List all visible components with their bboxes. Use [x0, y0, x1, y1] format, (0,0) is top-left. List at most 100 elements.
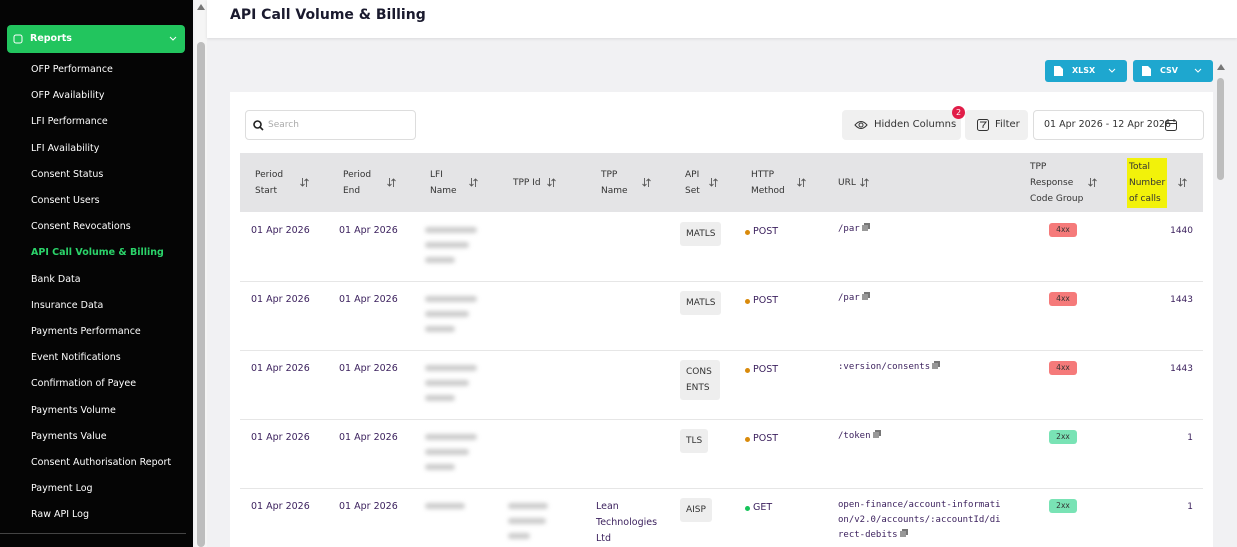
- section-label: Reports: [30, 33, 72, 44]
- export-button[interactable]: CSV: [1133, 60, 1213, 82]
- column-header[interactable]: TPP Id: [513, 153, 573, 212]
- sort-icon[interactable]: [387, 178, 396, 187]
- api-set: AISP: [680, 498, 712, 522]
- response-code: 2xx: [1049, 499, 1077, 513]
- chevron: [169, 36, 177, 41]
- url-text: :version/consents: [838, 362, 931, 372]
- cell: Lean Technologies Ltd: [596, 501, 658, 544]
- row-divider: [240, 419, 1203, 420]
- menu-item[interactable]: Payment Log: [31, 483, 93, 495]
- sort-icon[interactable]: [469, 178, 478, 187]
- url-text: /par: [838, 224, 860, 234]
- scroll-up[interactable]: [197, 4, 205, 10]
- sort-icon[interactable]: [642, 178, 651, 187]
- scroll-thumb[interactable]: [1217, 78, 1224, 180]
- menu-item[interactable]: Payments Value: [31, 430, 107, 442]
- cell: 01 Apr 2026: [251, 225, 310, 236]
- date-range-picker[interactable]: 01 Apr 2026 - 12 Apr 2026: [1033, 110, 1204, 140]
- menu-item[interactable]: Raw API Log: [31, 509, 90, 521]
- scrollbar[interactable]: [195, 0, 207, 547]
- menu-item[interactable]: OFP Performance: [31, 64, 113, 75]
- column-header[interactable]: LFI Name: [430, 153, 470, 212]
- sort-icon[interactable]: [547, 178, 556, 187]
- chevron: [1108, 68, 1116, 73]
- scrollbar[interactable]: [1216, 60, 1226, 547]
- redacted: [425, 365, 477, 371]
- eye-icon: [854, 121, 868, 129]
- row-divider: [240, 281, 1203, 282]
- menu-item[interactable]: LFI Availability: [31, 142, 100, 154]
- filter-icon: [977, 119, 989, 131]
- redacted: [425, 395, 455, 401]
- menu-item[interactable]: API Call Volume & Billing: [31, 247, 164, 259]
- method-dot: [745, 229, 750, 235]
- column-label: Total Number of calls: [1127, 157, 1168, 208]
- url: /token: [838, 429, 1018, 444]
- search-box[interactable]: Search: [245, 110, 416, 140]
- search-placeholder: Search: [268, 120, 299, 130]
- copy-icon[interactable]: [899, 529, 908, 537]
- http-method: POST: [745, 293, 778, 309]
- menu-item[interactable]: Event Notifications: [31, 352, 121, 364]
- menu-item[interactable]: Confirmation of Payee: [31, 378, 137, 390]
- redacted: [508, 533, 530, 539]
- menu-item[interactable]: Consent Authorisation Report: [31, 457, 172, 468]
- api-set: TLS: [680, 429, 709, 453]
- menu-item[interactable]: Insurance Data: [31, 299, 104, 311]
- reports-section[interactable]: Reports: [7, 25, 185, 53]
- method-dot: [745, 367, 750, 373]
- method-label: GET: [753, 502, 773, 513]
- redacted: [425, 449, 469, 455]
- sort-icon[interactable]: [709, 178, 718, 187]
- column-header[interactable]: Period Start: [255, 153, 297, 212]
- menu-item[interactable]: Consent Status: [31, 168, 104, 180]
- cell: 01 Apr 2026: [339, 294, 398, 305]
- url-text: /token: [838, 431, 871, 441]
- column-header[interactable]: TPP Name: [601, 153, 641, 212]
- filter-button[interactable]: Filter: [965, 110, 1028, 140]
- menu-item[interactable]: OFP Availability: [31, 90, 105, 102]
- cell: 01 Apr 2026: [339, 225, 398, 236]
- row-divider: [240, 350, 1203, 351]
- redacted: [425, 380, 469, 386]
- copy-icon[interactable]: [872, 430, 881, 438]
- method-label: POST: [753, 433, 779, 444]
- sort-icon[interactable]: [860, 178, 869, 187]
- sort-icon[interactable]: [300, 178, 309, 187]
- column-header[interactable]: HTTP Method: [751, 153, 791, 212]
- hidden-columns-label: Hidden Columns: [874, 119, 957, 130]
- chevron: [1194, 68, 1202, 73]
- method-label: POST: [753, 226, 779, 237]
- menu-item[interactable]: LFI Performance: [31, 116, 108, 128]
- sort-icon[interactable]: [1088, 178, 1097, 187]
- menu-item[interactable]: Payments Performance: [31, 326, 141, 337]
- table-header: [240, 153, 1203, 212]
- search-icon: [253, 120, 264, 131]
- api-set: CONSENTS: [680, 360, 720, 400]
- column-header[interactable]: Period End: [343, 153, 385, 212]
- sort-icon[interactable]: [797, 178, 806, 187]
- menu-item[interactable]: Consent Users: [31, 195, 100, 206]
- divider: [0, 533, 186, 534]
- response-code: 4xx: [1049, 361, 1077, 375]
- export-button[interactable]: XLSX: [1045, 60, 1127, 82]
- copy-icon[interactable]: [861, 292, 870, 300]
- method-dot: [745, 505, 750, 511]
- column-header[interactable]: TPP Response Code Group: [1030, 153, 1090, 212]
- menu-item[interactable]: Bank Data: [31, 273, 81, 285]
- column-header[interactable]: API Set: [685, 153, 705, 212]
- scroll-thumb[interactable]: [197, 42, 205, 547]
- url: :version/consents: [838, 360, 1018, 375]
- column-header[interactable]: URL: [838, 153, 898, 212]
- column-label: URL: [838, 177, 856, 188]
- column-label: TPP Name: [601, 169, 628, 196]
- scroll-up[interactable]: [1217, 64, 1225, 70]
- column-header[interactable]: Total Number of calls: [1127, 153, 1168, 212]
- copy-icon[interactable]: [932, 361, 941, 369]
- url: open-finance/account-information/v2.0/ac…: [838, 498, 1003, 543]
- copy-icon[interactable]: [861, 223, 870, 231]
- menu-item[interactable]: Consent Revocations: [31, 221, 131, 233]
- sort-icon[interactable]: [1178, 178, 1187, 187]
- menu-item[interactable]: Payments Volume: [31, 404, 116, 416]
- hidden-columns-button[interactable]: Hidden Columns: [842, 110, 961, 140]
